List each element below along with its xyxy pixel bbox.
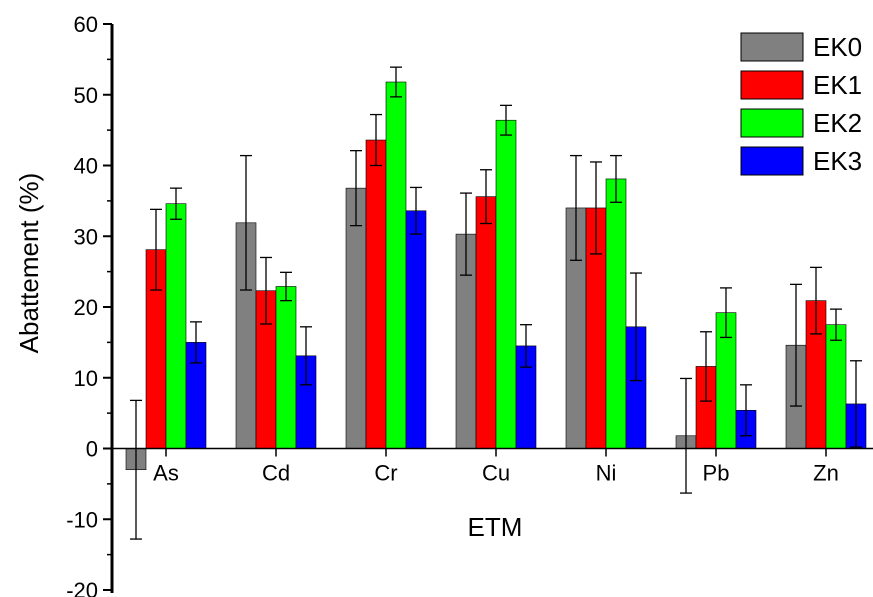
error-bar-ek2-ni <box>610 154 622 203</box>
x-tick-label: Zn <box>813 461 839 486</box>
y-tick-label: 30 <box>74 224 98 249</box>
y-tick-label: -10 <box>66 507 98 532</box>
error-bar-ek1-cu <box>480 169 492 225</box>
error-bar-ek1-zn <box>810 266 822 335</box>
error-bar-ek0-cd <box>240 154 252 291</box>
error-bar-ek2-cr <box>390 66 402 98</box>
bars-layer <box>125 66 867 540</box>
legend-swatch-ek1 <box>740 70 804 100</box>
error-bar-ek3-cd <box>300 326 312 386</box>
bar-ek2-ni <box>605 178 627 449</box>
error-bar-ek0-ni <box>570 154 582 261</box>
bar-ek2-zn <box>825 324 847 449</box>
error-bar-ek0-zn <box>790 283 802 407</box>
y-tick-label: 50 <box>74 83 98 108</box>
bar-ek2-cr <box>385 81 407 449</box>
x-tick-label: Ni <box>596 461 617 486</box>
bar-ek2-as <box>165 203 187 449</box>
legend-label-ek1: EK1 <box>813 70 862 100</box>
error-bar-ek1-cr <box>370 113 382 167</box>
x-tick-label: Cr <box>374 461 397 486</box>
ticks-layer: As Cd Cr Cu Ni Pb Zn -20 -10 0 10 20 30 40 50 60 <box>66 12 839 597</box>
error-bar-ek1-as <box>150 208 162 291</box>
bar-ek0-cr <box>345 187 367 449</box>
error-bar-ek0-cu <box>460 192 472 276</box>
x-tick-label: Cd <box>262 461 290 486</box>
x-axis-title: ETM <box>468 512 523 542</box>
legend: EK0 EK1 EK2 EK3 <box>740 32 862 176</box>
bar-ek1-cr <box>365 139 387 449</box>
error-bar-ek2-zn <box>830 308 842 341</box>
legend-swatch-ek0 <box>740 32 804 62</box>
error-bar-ek3-as <box>190 321 202 364</box>
bar-ek2-cd <box>275 286 297 449</box>
error-bar-ek0-pb <box>680 377 692 494</box>
error-bar-ek0-as <box>130 399 142 540</box>
legend-label-ek3: EK3 <box>813 146 862 176</box>
error-bar-ek2-pb <box>720 287 732 339</box>
x-tick-label: As <box>153 461 179 486</box>
error-bar-ek1-cd <box>260 256 272 325</box>
legend-swatch-ek3 <box>740 146 804 176</box>
bar-ek3-cr <box>405 210 427 449</box>
y-tick-label: 0 <box>86 437 98 462</box>
legend-label-ek2: EK2 <box>813 108 862 138</box>
y-tick-label: 60 <box>74 12 98 37</box>
bar-ek2-cu <box>495 119 517 449</box>
bar-ek1-cu <box>475 196 497 449</box>
error-bar-ek3-pb <box>740 384 752 437</box>
error-bar-ek2-as <box>170 187 182 220</box>
x-tick-label: Pb <box>703 461 730 486</box>
error-bar-ek1-ni <box>590 161 602 255</box>
y-tick-label: 20 <box>74 295 98 320</box>
y-tick-label: -20 <box>66 578 98 597</box>
error-bar-ek2-cd <box>280 271 292 302</box>
y-axis-title: Abattement (%) <box>14 173 44 354</box>
error-bar-ek1-pb <box>700 331 712 402</box>
legend-label-ek0: EK0 <box>813 32 862 62</box>
error-bar-ek3-ni <box>630 272 642 382</box>
y-tick-label: 10 <box>74 366 98 391</box>
x-tick-label: Cu <box>482 461 510 486</box>
error-bar-ek3-zn <box>850 360 862 448</box>
y-tick-label: 40 <box>74 154 98 179</box>
error-bar-ek2-cu <box>500 104 512 136</box>
error-bar-ek3-cr <box>410 186 422 235</box>
error-bar-ek0-cr <box>350 149 362 227</box>
legend-swatch-ek2 <box>740 108 804 138</box>
error-bar-ek3-cu <box>520 324 532 368</box>
